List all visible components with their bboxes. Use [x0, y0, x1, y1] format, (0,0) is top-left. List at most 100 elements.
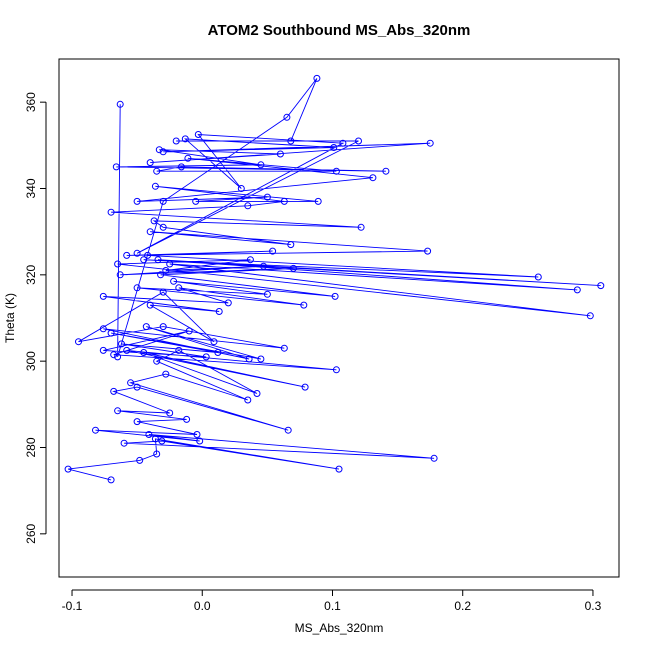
- data-point: [573, 286, 581, 294]
- data-point: [534, 273, 542, 281]
- data-point: [339, 139, 347, 147]
- data-point: [116, 271, 124, 279]
- x-tick-label: 0.1: [324, 599, 341, 613]
- x-tick-label: 0.0: [194, 599, 211, 613]
- data-point: [118, 340, 125, 348]
- data-point: [196, 437, 204, 445]
- data-point: [260, 262, 267, 270]
- data-point: [151, 182, 159, 190]
- data-point: [114, 260, 122, 268]
- data-point: [154, 256, 162, 264]
- data-point: [184, 154, 192, 162]
- data-point: [586, 312, 594, 320]
- data-point: [357, 223, 365, 231]
- data-point: [177, 163, 185, 171]
- data-point: [172, 137, 180, 145]
- data-point: [151, 435, 159, 443]
- chart-title: ATOM2 Southbound MS_Abs_320nm: [208, 22, 471, 39]
- data-point: [313, 74, 321, 82]
- data-point: [116, 100, 124, 108]
- data-point: [280, 197, 288, 205]
- data-point: [64, 465, 72, 473]
- x-axis: -0.1 0.0 0.1 0.2 0.3: [62, 589, 602, 613]
- data-point: [157, 271, 165, 279]
- data-point: [153, 357, 161, 365]
- y-tick-label: 280: [24, 437, 38, 457]
- y-tick-label: 300: [24, 351, 38, 371]
- data-point: [192, 197, 200, 205]
- series-line: [67, 78, 601, 481]
- data-point: [110, 387, 118, 395]
- data-point: [300, 301, 308, 309]
- data-point: [127, 379, 135, 387]
- data-point: [314, 197, 322, 205]
- data-point: [430, 454, 438, 462]
- data-point: [382, 167, 390, 175]
- data-point: [424, 247, 432, 255]
- data-point: [244, 202, 252, 210]
- data-point: [276, 150, 284, 158]
- data-point: [107, 476, 115, 484]
- data-point: [215, 308, 223, 315]
- data-point: [283, 113, 291, 121]
- y-tick-label: 360: [24, 92, 38, 112]
- data-point: [159, 223, 167, 231]
- data-point: [193, 431, 201, 438]
- data-point: [133, 383, 141, 391]
- data-point: [335, 465, 343, 473]
- data-point: [123, 251, 131, 259]
- data-point: [133, 249, 141, 257]
- data-point: [136, 456, 144, 464]
- data-point: [246, 256, 254, 264]
- data-point: [159, 197, 167, 205]
- data-point: [166, 409, 174, 417]
- data-point: [162, 370, 170, 378]
- data-point: [263, 193, 271, 201]
- data-point: [153, 167, 161, 175]
- data-point: [133, 197, 141, 205]
- data-point: [162, 267, 170, 274]
- y-axis-label: Theta (K): [3, 293, 17, 343]
- data-point: [107, 208, 115, 216]
- data-point: [110, 351, 118, 359]
- data-point: [99, 325, 107, 333]
- data-point: [146, 301, 154, 309]
- data-point: [140, 256, 148, 264]
- data-point: [158, 437, 166, 445]
- data-point: [120, 439, 128, 447]
- data-point: [114, 407, 122, 415]
- data-point: [159, 323, 167, 331]
- data-point: [112, 163, 120, 171]
- data-point: [99, 292, 107, 300]
- x-tick-label: -0.1: [62, 599, 83, 613]
- data-point: [369, 174, 377, 182]
- x-tick-label: 0.2: [454, 599, 471, 613]
- data-point: [331, 292, 339, 300]
- data-point: [107, 329, 115, 337]
- data-point: [257, 355, 265, 363]
- data-point: [145, 431, 153, 438]
- data-point: [284, 426, 292, 434]
- data-point: [150, 217, 158, 225]
- data-point: [92, 426, 99, 434]
- data-point: [114, 353, 122, 361]
- data-point: [153, 450, 161, 458]
- data-point: [269, 247, 277, 255]
- data-point: [142, 323, 150, 331]
- data-point: [245, 355, 253, 363]
- data-point: [166, 260, 174, 268]
- data-point: [426, 139, 434, 147]
- y-tick-label: 320: [24, 265, 38, 285]
- data-point: [301, 383, 309, 391]
- data-point: [175, 346, 183, 354]
- data-point: [330, 144, 338, 151]
- series-points: [64, 74, 605, 484]
- data-point: [133, 284, 141, 292]
- plot-area-frame: [58, 58, 620, 578]
- data-point: [170, 277, 178, 285]
- data-point: [289, 264, 297, 272]
- data-point: [202, 353, 210, 361]
- data-point: [146, 159, 154, 167]
